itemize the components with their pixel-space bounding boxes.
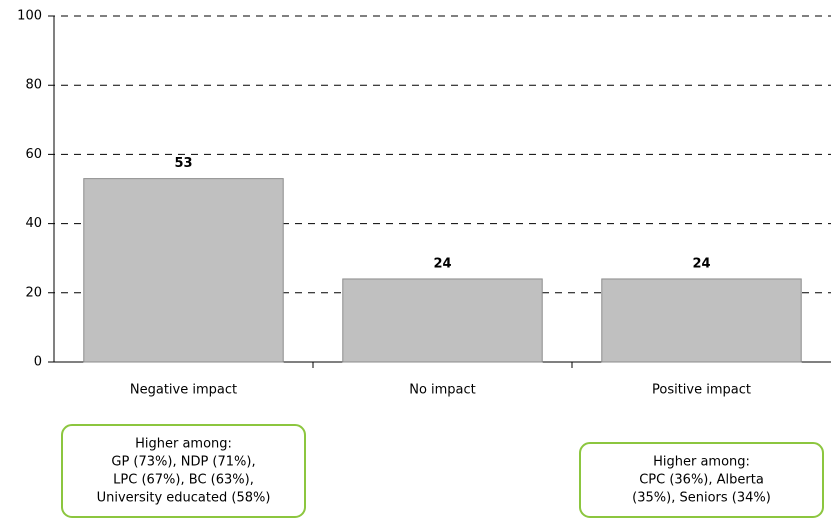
annotation-text: Higher among:: [653, 455, 750, 470]
annotation-text: CPC (36%), Alberta: [639, 473, 764, 488]
x-tick-label: Positive impact: [652, 383, 751, 398]
y-tick-label: 80: [25, 78, 42, 93]
y-tick-label: 0: [34, 355, 42, 370]
annotation-box: [579, 442, 824, 518]
annotation-text: GP (73%), NDP (71%),: [111, 455, 255, 470]
y-tick-label: 60: [25, 147, 42, 162]
x-tick-label: Negative impact: [130, 383, 237, 398]
y-tick-label: 100: [17, 9, 42, 24]
x-tick-label: No impact: [409, 383, 476, 398]
bar: [601, 278, 802, 363]
bar: [342, 278, 543, 363]
annotation-text: Higher among:: [135, 437, 232, 452]
bar: [83, 178, 284, 363]
annotation-text: LPC (67%), BC (63%),: [113, 473, 254, 488]
value-label: 24: [692, 256, 710, 271]
y-tick-label: 40: [25, 216, 42, 231]
annotation-text: University educated (58%): [97, 491, 271, 506]
value-label: 24: [433, 256, 451, 271]
annotation-box: [61, 424, 306, 518]
annotation-text: (35%), Seniors (34%): [632, 491, 771, 506]
value-label: 53: [174, 156, 192, 171]
y-tick-label: 20: [25, 285, 42, 300]
